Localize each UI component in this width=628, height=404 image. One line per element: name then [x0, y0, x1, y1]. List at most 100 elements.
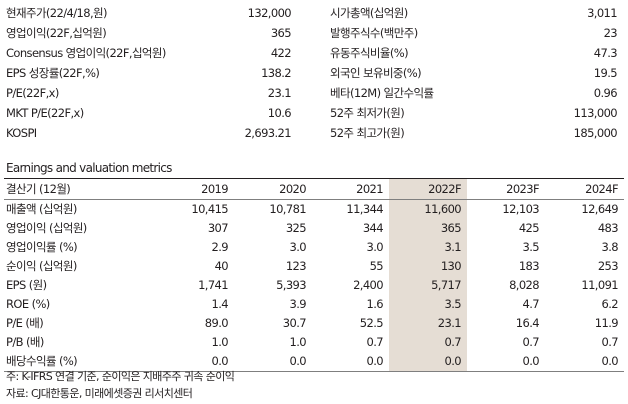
info-label: MKT P/E(22F,x) — [6, 106, 84, 120]
year-header: 2019 — [201, 181, 228, 196]
info-row-mkt-pe: MKT P/E(22F,x) 10.6 — [6, 103, 292, 123]
table-row-net-income: 순이익 (십억원) 40 123 55 130 183 253 — [4, 257, 624, 276]
info-row-shares-outstanding: 발행주식수(백만주) 23 — [330, 23, 618, 43]
info-value: 3,011 — [587, 6, 618, 20]
info-row-foreign-ownership: 외국인 보유비중(%) 19.5 — [330, 63, 618, 83]
table-row-pe: P/E (배) 89.0 30.7 52.5 23.1 16.4 11.9 — [4, 314, 624, 333]
info-row-eps-growth: EPS 성장률(22F,%) 138.2 — [6, 63, 292, 83]
table-row-operating-margin: 영업이익률 (%) 2.9 3.0 3.0 3.1 3.5 3.8 — [4, 238, 624, 257]
info-label: P/E(22F,x) — [6, 86, 59, 100]
cell: 4.7 — [522, 297, 540, 311]
footnote: 주: K-IFRS 연결 기준, 순이익은 지배주주 귀속 순이익 — [6, 370, 235, 383]
cell: 253 — [597, 259, 619, 273]
cell: 5,717 — [389, 276, 467, 295]
cell: 11,091 — [581, 278, 618, 292]
cell: 0.0 — [211, 354, 229, 368]
cell: 0.0 — [389, 352, 467, 372]
cell: 0.7 — [389, 333, 467, 352]
table-row-pb: P/B (배) 1.0 1.0 0.7 0.7 0.7 0.7 — [4, 333, 624, 352]
row-label: 배당수익률 (%) — [6, 354, 78, 368]
info-label: 베타(12M) 일간수익률 — [330, 86, 434, 100]
info-value: 185,000 — [573, 126, 618, 140]
cell: 3.9 — [289, 297, 307, 311]
info-label: KOSPI — [6, 126, 37, 140]
cell: 8,028 — [509, 278, 540, 292]
row-label: 영업이익 (십억원) — [6, 221, 87, 235]
info-label: EPS 성장률(22F,%) — [6, 66, 100, 80]
cell: 12,649 — [581, 202, 618, 216]
info-label: 발행주식수(백만주) — [330, 26, 418, 40]
cell: 1.0 — [211, 335, 229, 349]
info-label: 52주 최고가(원) — [330, 126, 405, 140]
cell: 3.5 — [389, 295, 467, 314]
cell: 123 — [285, 259, 307, 273]
source-note: 자료: CJ대한통운, 미래에셋증권 리서치센터 — [6, 387, 193, 400]
cell: 2.9 — [211, 240, 229, 254]
table-row-roe: ROE (%) 1.4 3.9 1.6 3.5 4.7 6.2 — [4, 295, 624, 314]
cell: 365 — [389, 219, 467, 238]
cell: 55 — [369, 259, 384, 273]
table-row-revenue: 매출액 (십억원) 10,415 10,781 11,344 11,600 12… — [4, 199, 624, 219]
cell: 1,741 — [198, 278, 229, 292]
cell: 89.0 — [204, 316, 229, 330]
cell: 3.0 — [366, 240, 384, 254]
info-row-consensus-op: Consensus 영업이익(22F,십억원) 422 — [6, 43, 292, 63]
cell: 40 — [214, 259, 229, 273]
table-row-dividend-yield: 배당수익률 (%) 0.0 0.0 0.0 0.0 0.0 0.0 — [4, 352, 624, 372]
fiscal-year-header: 결산기 (12월) — [6, 181, 71, 196]
table-header-row: 결산기 (12월) 2019 2020 2021 2022F 2023F 202… — [4, 178, 624, 200]
info-value: 23.1 — [267, 86, 292, 100]
info-value: 365 — [270, 26, 292, 40]
info-row-current-price: 현재주가(22/4/18,원) 132,000 — [6, 3, 292, 23]
row-label: 순이익 (십억원) — [6, 259, 77, 273]
cell: 3.0 — [289, 240, 307, 254]
row-label: P/B (배) — [6, 335, 44, 349]
row-label: 매출액 (십억원) — [6, 202, 77, 216]
earnings-valuation-table: 결산기 (12월) 2019 2020 2021 2022F 2023F 202… — [4, 178, 624, 372]
cell: 1.6 — [366, 297, 384, 311]
cell: 0.0 — [289, 354, 307, 368]
cell: 325 — [285, 221, 307, 235]
info-value: 113,000 — [573, 106, 618, 120]
cell: 1.0 — [289, 335, 307, 349]
cell: 3.1 — [389, 238, 467, 257]
info-value: 10.6 — [267, 106, 292, 120]
cell: 11,600 — [389, 199, 467, 219]
cell: 0.0 — [522, 354, 540, 368]
info-row-free-float: 유동주식비율(%) 47.3 — [330, 43, 618, 63]
cell: 3.8 — [601, 240, 619, 254]
info-label: 52주 최저가(원) — [330, 106, 405, 120]
cell: 2,400 — [353, 278, 384, 292]
cell: 483 — [597, 221, 619, 235]
info-row-pe: P/E(22F,x) 23.1 — [6, 83, 292, 103]
info-row-52w-low: 52주 최저가(원) 113,000 — [330, 103, 618, 123]
year-header: 2024F — [585, 181, 618, 196]
cell: 183 — [518, 259, 540, 273]
cell: 0.0 — [601, 354, 619, 368]
cell: 307 — [207, 221, 229, 235]
cell: 11.9 — [594, 316, 619, 330]
info-label: 유동주식비율(%) — [330, 46, 409, 60]
cell: 6.2 — [601, 297, 619, 311]
table-row-eps: EPS (원) 1,741 5,393 2,400 5,717 8,028 11… — [4, 276, 624, 295]
info-value: 2,693.21 — [244, 126, 292, 140]
cell: 0.0 — [366, 354, 384, 368]
info-label: 영업이익(22F,십억원) — [6, 26, 107, 40]
info-value: 422 — [270, 46, 292, 60]
stock-info-left: 현재주가(22/4/18,원) 132,000 영업이익(22F,십억원) 365 … — [6, 3, 292, 143]
cell: 425 — [518, 221, 540, 235]
cell: 16.4 — [515, 316, 540, 330]
info-label: 외국인 보유비중(%) — [330, 66, 422, 80]
year-header: 2023F — [506, 181, 539, 196]
row-label: P/E (배) — [6, 316, 44, 330]
cell: 5,393 — [276, 278, 307, 292]
info-row-market-cap: 시가총액(십억원) 3,011 — [330, 3, 618, 23]
info-value: 132,000 — [247, 6, 292, 20]
info-label: Consensus 영업이익(22F,십억원) — [6, 46, 166, 60]
cell: 52.5 — [359, 316, 384, 330]
cell: 344 — [362, 221, 384, 235]
cell: 0.7 — [601, 335, 619, 349]
cell: 10,415 — [191, 202, 228, 216]
info-value: 47.3 — [593, 46, 618, 60]
cell: 30.7 — [282, 316, 307, 330]
